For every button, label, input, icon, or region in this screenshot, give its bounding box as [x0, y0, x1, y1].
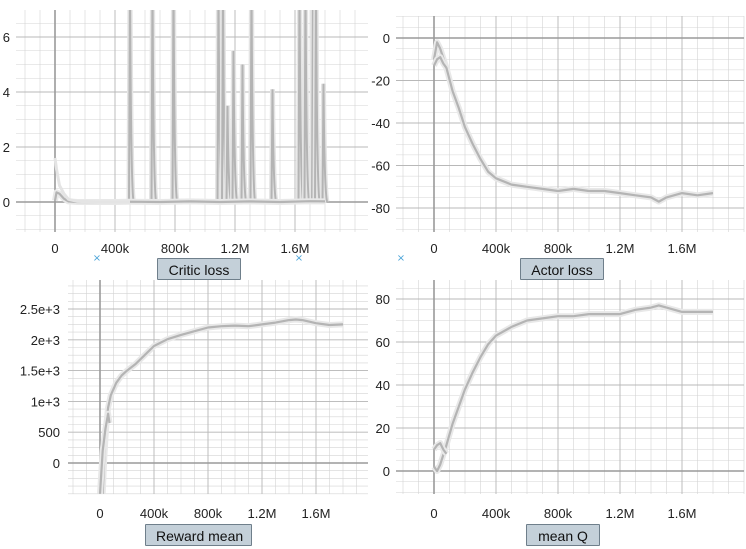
x-tick-label: 800k	[544, 241, 573, 256]
y-tick-label: 40	[376, 378, 390, 393]
y-tick-label: 6	[3, 30, 10, 45]
y-tick-label: 2e+3	[31, 333, 60, 348]
y-tick-label: -60	[371, 159, 390, 174]
reward-mean-title-button[interactable]: Reward mean	[145, 524, 252, 546]
series-line	[101, 318, 344, 494]
y-tick-label: 500	[38, 425, 60, 440]
meanq-panel: 0 400k 800k 1.2M 1.6M 0 20 40 60 80	[376, 280, 745, 521]
x-tick-label: 800k	[161, 241, 190, 256]
x-tick-label: 0	[430, 241, 437, 256]
x-tick-label: 1.2M	[606, 506, 635, 521]
y-tick-label: -80	[371, 201, 390, 216]
spike-line	[171, 10, 179, 203]
series-line	[432, 41, 714, 203]
y-tick-label: 1.5e+3	[20, 364, 60, 379]
actor-grid	[396, 16, 745, 232]
spike-line	[314, 10, 321, 203]
x-tick-label: 0	[96, 506, 103, 521]
y-tick-label: -20	[371, 74, 390, 89]
x-tick-label: 1.2M	[221, 241, 250, 256]
spike-line	[303, 10, 311, 203]
x-tick-label: 400k	[140, 506, 169, 521]
y-tick-label: 60	[376, 335, 390, 350]
x-tick-label: 1.6M	[302, 506, 331, 521]
spike-line	[321, 83, 329, 203]
y-tick-label: 80	[376, 292, 390, 307]
series-line	[98, 412, 111, 494]
x-tick-label: 1.2M	[606, 241, 635, 256]
y-tick-label: -40	[371, 116, 390, 131]
grid-marker-icon: ×	[295, 253, 303, 264]
series-line	[433, 304, 713, 473]
x-tick-label: 400k	[101, 241, 130, 256]
spike-line	[231, 50, 239, 203]
x-tick-label: 0	[430, 506, 437, 521]
reward-grid	[68, 280, 368, 495]
spike-line	[249, 10, 257, 203]
y-tick-label: 1e+3	[31, 394, 60, 409]
critic-loss-title-button[interactable]: Critic loss	[157, 258, 241, 280]
x-tick-label: 800k	[194, 506, 223, 521]
series-line	[433, 55, 448, 69]
y-tick-label: 4	[3, 85, 10, 100]
x-tick-label: 400k	[482, 506, 511, 521]
reward-panel: 0 400k 800k 1.2M 1.6M 0 500 1e+3 1.5e+3 2e+3 2.5e+…	[20, 280, 368, 521]
spike-line	[150, 10, 158, 203]
actor-loss-title-button[interactable]: Actor loss	[520, 258, 604, 280]
x-tick-label: 1.2M	[248, 506, 277, 521]
critic-plot-area	[52, 10, 330, 205]
spike-line	[270, 89, 278, 203]
spike-line	[240, 64, 248, 203]
series-line	[433, 442, 448, 455]
x-tick-label: 1.6M	[281, 241, 310, 256]
actor-plot-area	[431, 39, 714, 205]
mean-q-title-button[interactable]: mean Q	[526, 524, 600, 546]
meanq-plot-area	[431, 302, 713, 474]
grid-marker-icon: ×	[93, 253, 101, 264]
y-tick-label: 0	[3, 195, 10, 210]
x-tick-label: 800k	[544, 506, 573, 521]
reward-plot-area	[97, 316, 344, 494]
y-tick-label: 2	[3, 140, 10, 155]
y-tick-label: 2.5e+3	[20, 302, 60, 317]
x-tick-label: 400k	[482, 241, 511, 256]
y-tick-label: 20	[376, 421, 390, 436]
series-line	[53, 157, 130, 204]
x-tick-label: 0	[51, 241, 58, 256]
x-tick-label: 1.6M	[668, 241, 697, 256]
y-tick-label: 0	[383, 464, 390, 479]
spike-line	[128, 10, 135, 203]
grid-marker-icon: ×	[397, 253, 405, 264]
y-tick-label: 0	[383, 31, 390, 46]
x-tick-label: 1.6M	[668, 506, 697, 521]
critic-panel: 0 400k 800k 1.2M 1.6M 0 2 4 6	[3, 10, 368, 256]
actor-panel: 0 400k 800k 1.2M 1.6M 0 -20 -40 -60 -80	[371, 16, 745, 256]
y-tick-label: 0	[53, 456, 60, 471]
series-raw-band	[99, 316, 344, 494]
